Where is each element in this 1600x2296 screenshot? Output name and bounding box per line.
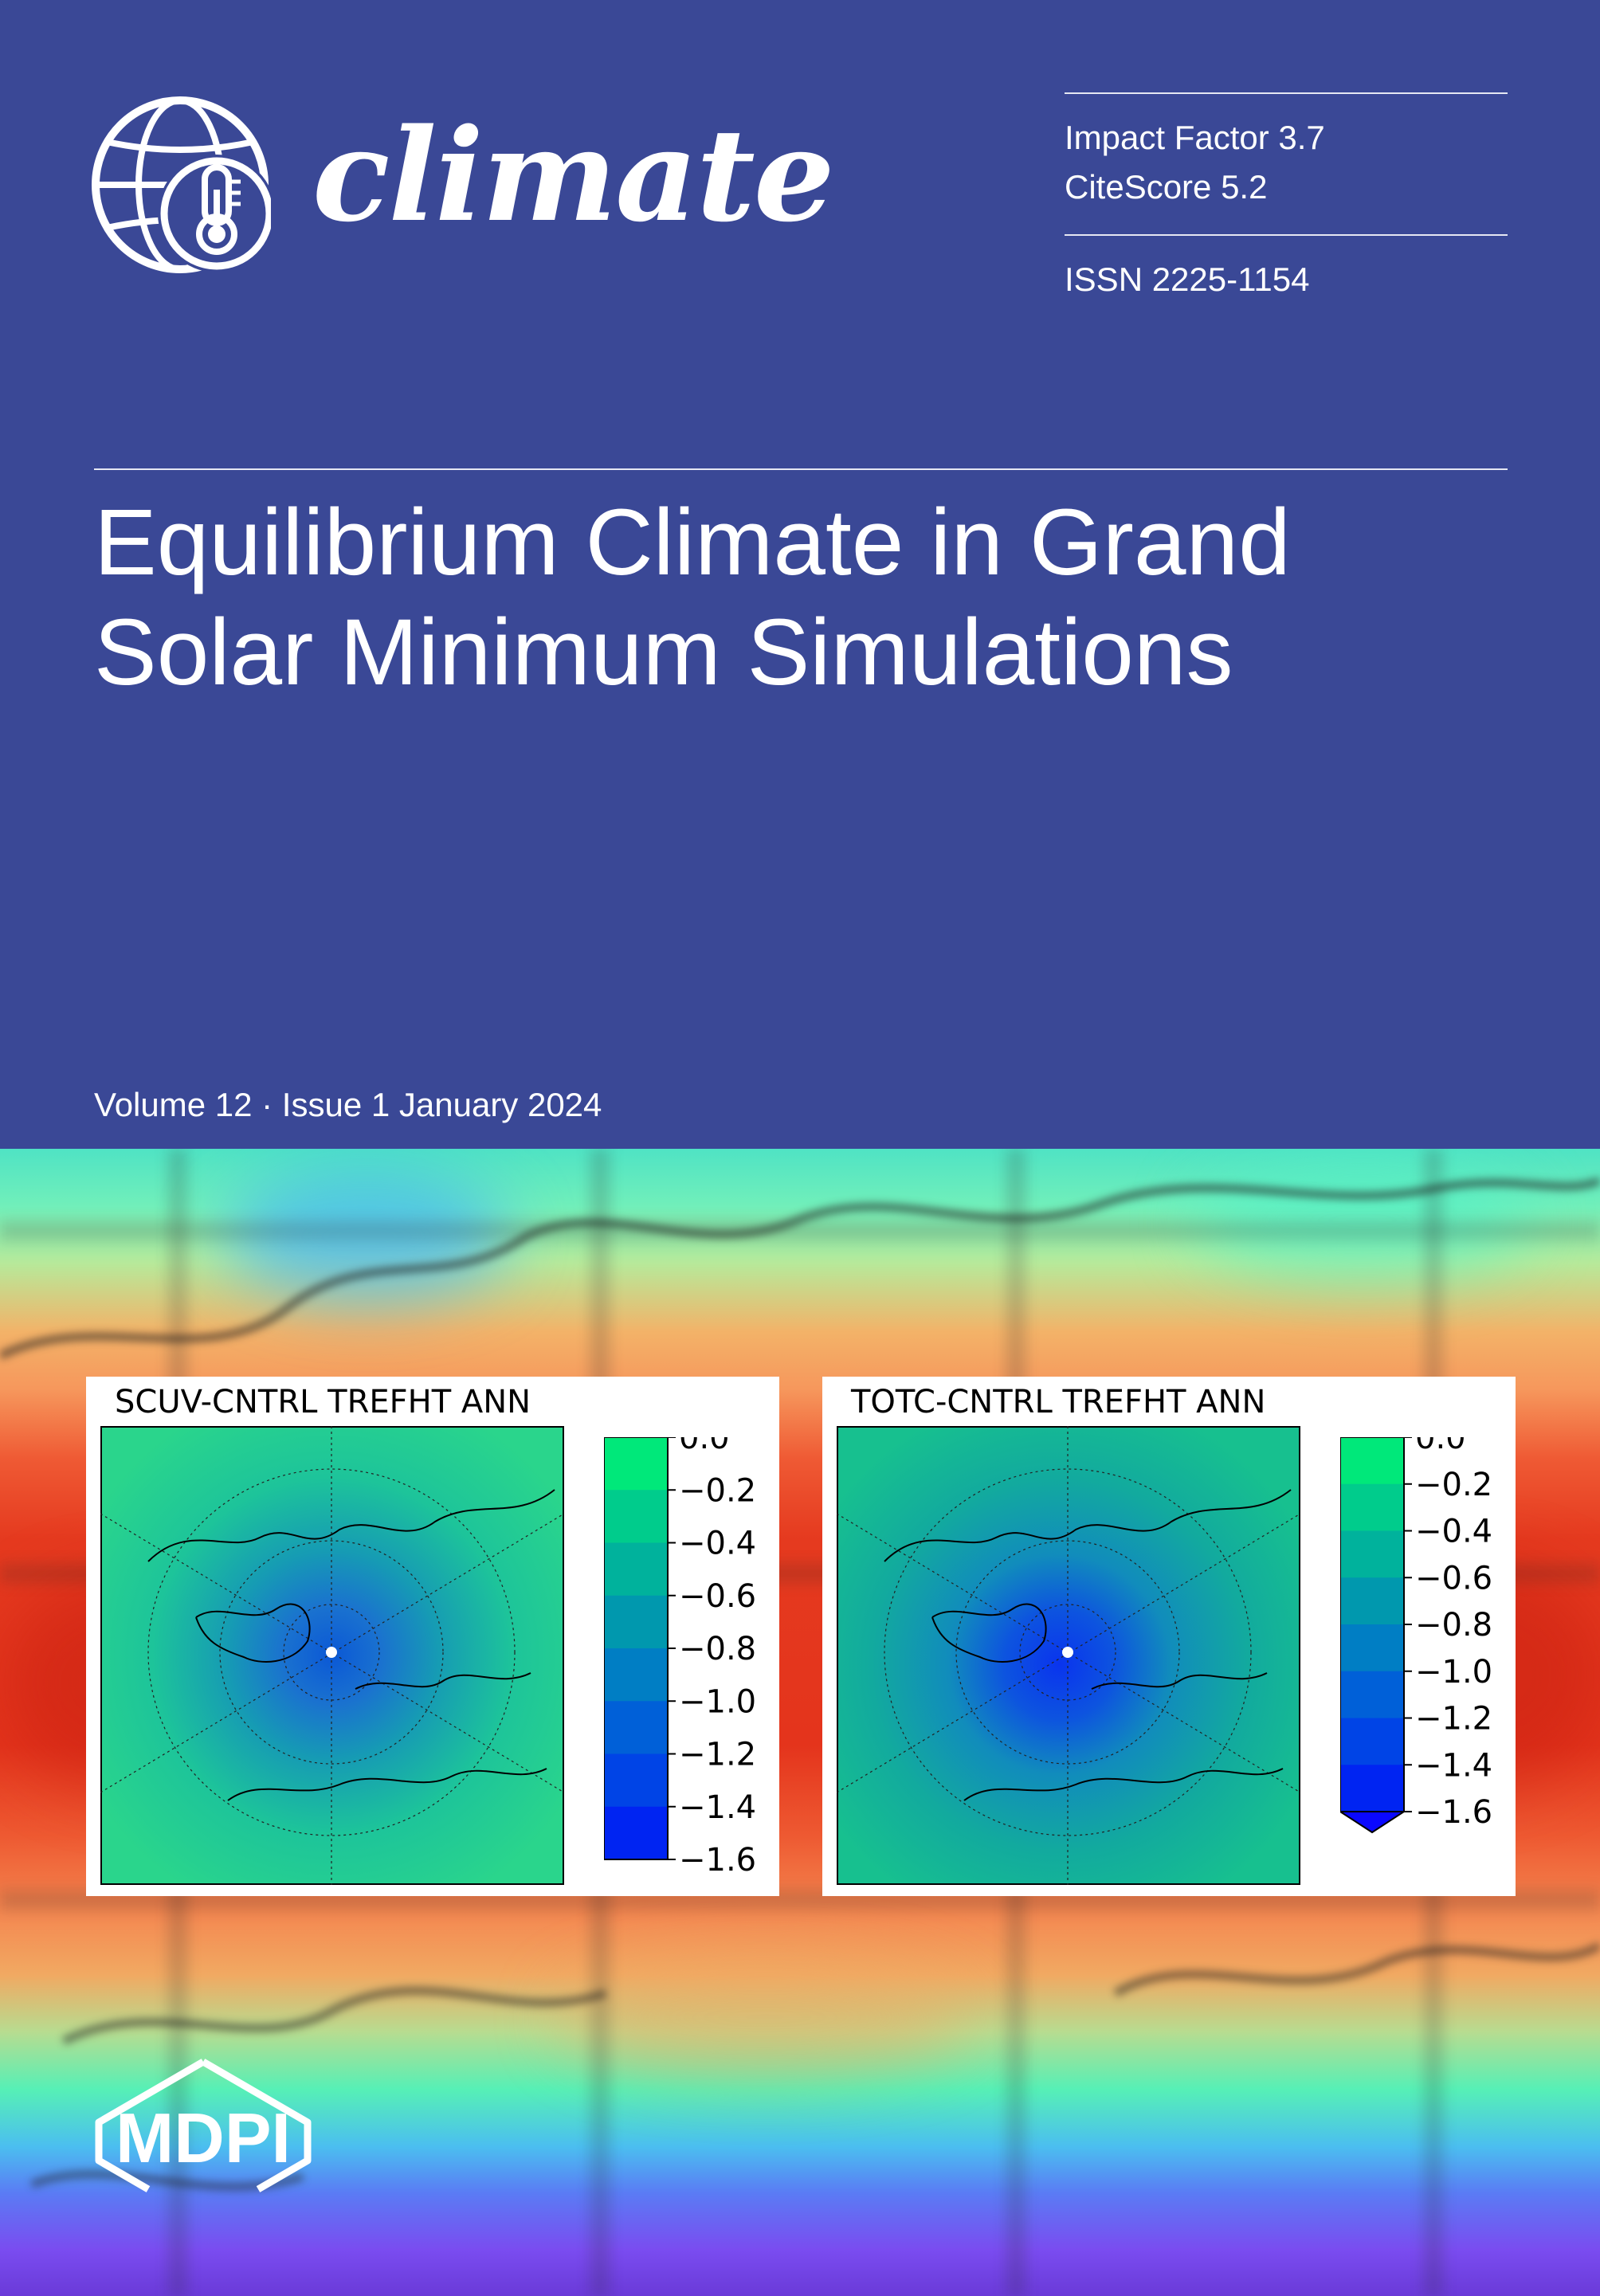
colorbar-tick-label: −1.6 (679, 1842, 756, 1879)
colorbar-swatch (604, 1753, 668, 1808)
title-divider (94, 468, 1508, 470)
colorbar-tick-label: −0.4 (679, 1526, 756, 1562)
colorbar-swatch (1340, 1671, 1404, 1718)
colorbar-swatch (1340, 1765, 1404, 1812)
metrics-top-divider (1065, 92, 1508, 94)
colorbar-swatch (1340, 1624, 1404, 1672)
colorbar: 0.0 −0.2 −0.4 −0.6 −0.8 −1.0 −1.2 −1.4 −1.6 (604, 1437, 756, 1879)
figure-panel-scuv: SCUV-CNTRL TREFHT ANN 0.0 −0.2 −0.4 −0.6 −0.… (86, 1377, 779, 1896)
mdpi-logo: MDPI (95, 2059, 312, 2192)
grid-line (0, 1220, 1600, 1241)
colorbar-swatch (1340, 1577, 1404, 1625)
colorbar-swatches (604, 1437, 668, 1860)
figure-title: SCUV-CNTRL TREFHT ANN (115, 1384, 531, 1420)
blur-shape (558, 1961, 972, 2073)
blur-shape (223, 1173, 510, 1300)
polar-temperature-map (100, 1426, 564, 1885)
colorbar-swatch (604, 1648, 668, 1702)
colorbar-tick-label: −0.6 (679, 1578, 756, 1615)
volume-issue-date: Volume 12 · Issue 1 January 2024 (94, 1086, 602, 1123)
colorbar-tick-label: −1.4 (1415, 1747, 1492, 1784)
colorbar-tick-label: −0.2 (1415, 1467, 1492, 1503)
mdpi-wordmark: MDPI (116, 2098, 291, 2177)
figure-title: TOTC-CNTRL TREFHT ANN (851, 1384, 1266, 1420)
colorbar-tick-label: 0.0 (679, 1437, 730, 1456)
colorbar-swatch (1340, 1530, 1404, 1578)
journal-name: climate (312, 100, 835, 250)
colorbar-swatch (1340, 1437, 1404, 1485)
globe-thermometer-icon (92, 96, 271, 273)
colorbar-tick-label: −0.6 (1415, 1560, 1492, 1597)
colorbar-tick-label: −1.0 (679, 1683, 756, 1720)
colorbar-extend-arrow (1340, 1811, 1407, 1834)
colorbar-swatch (604, 1806, 668, 1860)
colorbar-tick-label: −1.2 (679, 1737, 756, 1773)
colorbar-swatch (1340, 1483, 1404, 1531)
colorbar-swatch (604, 1490, 668, 1543)
colorbar-swatch (604, 1701, 668, 1754)
article-title: Equilibrium Climate in Grand Solar Minim… (94, 488, 1528, 707)
citescore: CiteScore 5.2 (1065, 168, 1268, 206)
colorbar-swatch (604, 1542, 668, 1597)
impact-factor: Impact Factor 3.7 (1065, 119, 1325, 156)
article-title-line-2: Solar Minimum Simulations (94, 600, 1233, 705)
colorbar-tick-label: −1.0 (1415, 1654, 1492, 1691)
colorbar-swatch (604, 1595, 668, 1649)
figure-panel-totc: TOTC-CNTRL TREFHT ANN 0.0 −0.2 −0.4 −0.6 −0.… (822, 1377, 1516, 1896)
article-title-line-1: Equilibrium Climate in Grand (94, 490, 1291, 595)
colorbar-swatch (1340, 1718, 1404, 1765)
colorbar-swatch (604, 1437, 668, 1491)
colorbar-tick-label: −0.4 (1415, 1514, 1492, 1550)
colorbar-tick-label: −1.2 (1415, 1701, 1492, 1738)
issn: ISSN 2225-1154 (1065, 261, 1310, 298)
colorbar-ticks: 0.0 −0.2 −0.4 −0.6 −0.8 −1.0 −1.2 −1.4 −1.6 (1404, 1437, 1492, 1831)
colorbar-ticks: 0.0 −0.2 −0.4 −0.6 −0.8 −1.0 −1.2 −1.4 −1.6 (668, 1437, 756, 1879)
polar-temperature-map (837, 1426, 1300, 1885)
colorbar-tick-label: −0.8 (679, 1631, 756, 1667)
colorbar-swatches (1340, 1437, 1407, 1834)
colorbar-tick-label: −1.6 (1415, 1794, 1492, 1831)
colorbar-tick-label: −0.2 (679, 1472, 756, 1509)
colorbar: 0.0 −0.2 −0.4 −0.6 −0.8 −1.0 −1.2 −1.4 −1.6 (1340, 1437, 1492, 1834)
colorbar-tick-label: −1.4 (679, 1789, 756, 1826)
metrics-bottom-divider (1065, 234, 1508, 236)
colorbar-tick-label: 0.0 (1415, 1437, 1466, 1456)
colorbar-tick-label: −0.8 (1415, 1607, 1492, 1644)
cover-header: climate Impact Factor 3.7 CiteScore 5.2 … (92, 92, 1528, 1123)
